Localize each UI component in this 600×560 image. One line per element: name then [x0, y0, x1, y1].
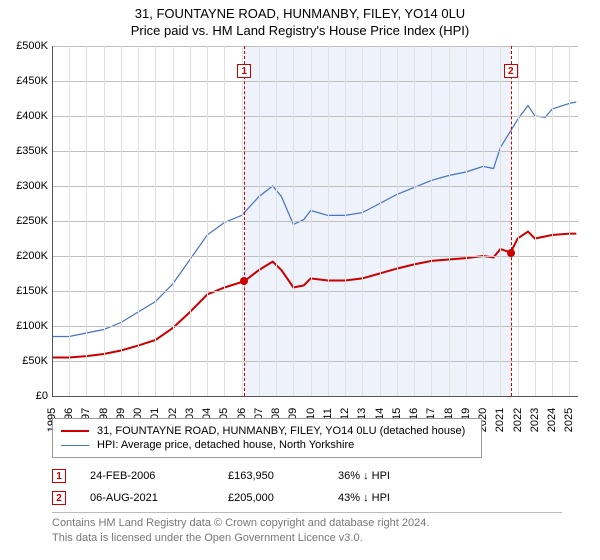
y-axis-tick: £300K: [4, 180, 48, 192]
x-axis-tick: 2021: [494, 408, 506, 432]
legend-swatch-2: [61, 445, 89, 446]
x-axis-tick: 2023: [529, 408, 541, 432]
legend-row: 31, FOUNTAYNE ROAD, HUNMANBY, FILEY, YO1…: [61, 425, 473, 437]
y-axis-tick: £50K: [4, 355, 48, 367]
y-axis-tick: £0: [4, 390, 48, 402]
y-axis-tick: £100K: [4, 320, 48, 332]
event-dot: [507, 249, 515, 257]
plot-area: £0£50K£100K£150K£200K£250K£300K£350K£400…: [52, 46, 578, 396]
event-marker-icon: 2: [504, 64, 518, 78]
event-marker-icon: 2: [52, 491, 66, 505]
y-axis-tick: £450K: [4, 75, 48, 87]
event-pct: 36% ↓ HPI: [338, 470, 448, 482]
legend-label-1: 31, FOUNTAYNE ROAD, HUNMANBY, FILEY, YO1…: [97, 425, 465, 437]
footer-line-2: This data is licensed under the Open Gov…: [52, 531, 572, 546]
y-axis-tick: £400K: [4, 110, 48, 122]
table-row: 1 24-FEB-2006 £163,950 36% ↓ HPI: [52, 465, 562, 487]
chart-container: { "title": "31, FOUNTAYNE ROAD, HUNMANBY…: [0, 0, 600, 560]
legend-box: 31, FOUNTAYNE ROAD, HUNMANBY, FILEY, YO1…: [52, 418, 482, 458]
y-axis-tick: £200K: [4, 250, 48, 262]
event-date: 06-AUG-2021: [90, 492, 228, 504]
event-price: £205,000: [228, 492, 338, 504]
y-axis-tick: £150K: [4, 285, 48, 297]
legend-label-2: HPI: Average price, detached house, Nort…: [97, 439, 354, 451]
legend-row: HPI: Average price, detached house, Nort…: [61, 439, 473, 451]
y-axis-tick: £500K: [4, 40, 48, 52]
event-marker-icon: 1: [52, 469, 66, 483]
x-axis-tick: 2022: [512, 408, 524, 432]
table-row: 2 06-AUG-2021 £205,000 43% ↓ HPI: [52, 487, 562, 509]
event-dot: [240, 277, 248, 285]
legend-swatch-1: [61, 430, 89, 432]
event-price: £163,950: [228, 470, 338, 482]
chart-title: 31, FOUNTAYNE ROAD, HUNMANBY, FILEY, YO1…: [0, 6, 600, 21]
event-pct: 43% ↓ HPI: [338, 492, 448, 504]
x-axis-tick: 2025: [563, 408, 575, 432]
y-axis-tick: £250K: [4, 215, 48, 227]
x-axis-tick: 2024: [546, 408, 558, 432]
series-hpi: [52, 102, 576, 337]
events-table: 1 24-FEB-2006 £163,950 36% ↓ HPI 2 06-AU…: [52, 465, 562, 509]
footer-line-1: Contains HM Land Registry data © Crown c…: [52, 516, 572, 531]
event-marker-icon: 1: [237, 64, 251, 78]
divider: [52, 512, 562, 513]
chart-subtitle: Price paid vs. HM Land Registry's House …: [0, 23, 600, 38]
series-subject: [52, 232, 576, 358]
event-date: 24-FEB-2006: [90, 470, 228, 482]
y-axis-tick: £350K: [4, 145, 48, 157]
footer-text: Contains HM Land Registry data © Crown c…: [52, 516, 572, 546]
